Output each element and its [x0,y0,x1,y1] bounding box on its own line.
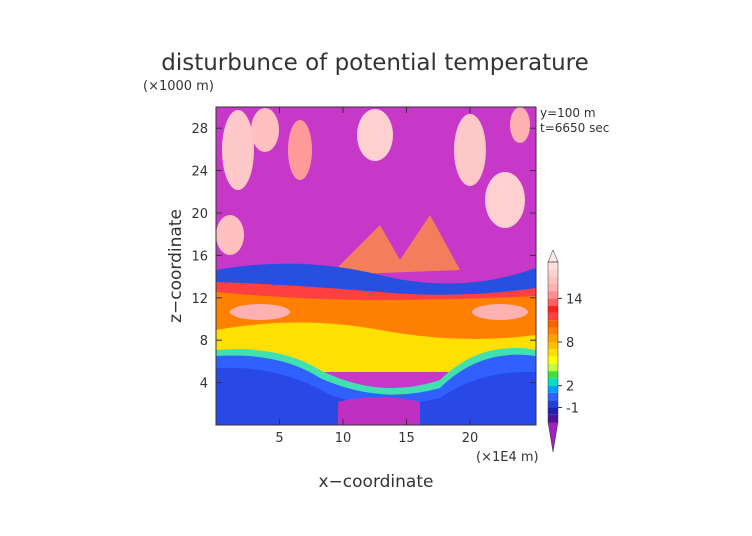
plot-frame [215,106,537,426]
x-tick-label: 15 [398,431,415,446]
colorbar-segment [548,363,558,372]
chart-title: disturbunce of potential temperature [161,50,589,76]
y-tick-label: 12 [191,292,208,307]
colorbar-segment [548,305,558,313]
x-tick-label: 20 [462,431,479,446]
colorbar-segment [548,291,558,299]
colorbar-tick-label: 2 [566,380,574,395]
colorbar-segment [548,269,558,277]
x-axis-label: x−coordinate [319,472,434,492]
y-axis-label: z−coordinate [166,209,186,323]
colorbar-segment [548,334,558,342]
x-tick-label: 5 [275,431,283,446]
colorbar-segment [548,342,558,350]
x-tick-label: 10 [335,431,352,446]
y-tick-label: 16 [191,249,208,264]
colorbar-extension [547,249,559,263]
colorbar-segment [548,392,558,401]
colorbar-segment [548,414,558,422]
contour-field [216,107,536,425]
colorbar-segment [548,400,558,408]
colorbar-segment [548,356,558,364]
colorbar-tick-label: 8 [566,336,574,351]
y-tick-label: 20 [191,207,208,222]
y-tick-label: 24 [191,165,208,180]
colorbar-segment [548,371,558,379]
annotation: y=100 m [540,106,596,120]
colorbar-segment [548,312,558,321]
y-tick-label: 28 [191,122,208,137]
colorbar-segment [548,283,558,292]
colorbar-tick-label: 14 [566,292,583,307]
colorbar-segment [548,378,558,386]
y-tick-label: 8 [200,334,208,349]
colorbar-segment [548,385,558,393]
colorbar-extension [547,421,559,453]
y-tick-label: 4 [200,377,208,392]
colorbar-tick-label: -1 [566,401,579,416]
colorbar-segment [548,298,558,306]
colorbar-segment [548,349,558,357]
annotation: t=6650 sec [540,121,609,135]
y-unit: (×1000 m) [143,79,214,94]
colorbar-segment [548,262,558,270]
colorbar-segment [548,276,558,284]
x-unit: (×1E4 m) [476,450,539,465]
colorbar-segment [548,327,558,335]
colorbar-segment [548,320,558,328]
colorbar-segment [548,407,558,415]
